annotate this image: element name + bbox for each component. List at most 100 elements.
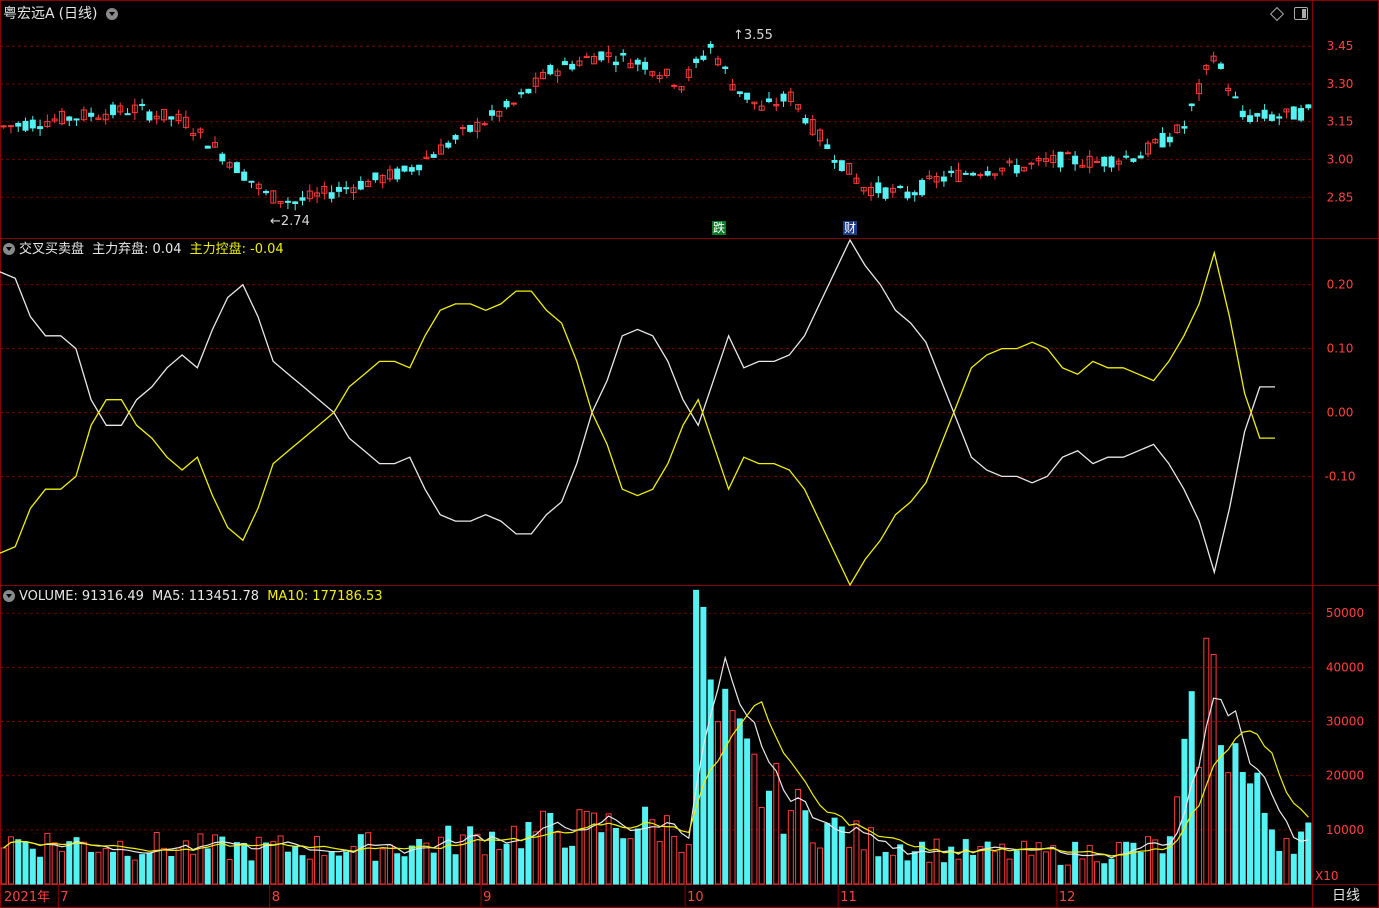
volume-bar bbox=[1188, 691, 1195, 885]
ma5-label: MA5: bbox=[152, 589, 185, 604]
volume-bar bbox=[919, 841, 926, 885]
candle-body bbox=[80, 109, 87, 121]
candle-body bbox=[357, 180, 364, 190]
volume-bar bbox=[991, 851, 998, 885]
event-tag-drop[interactable]: 跌 bbox=[712, 221, 727, 235]
candle-body bbox=[1188, 103, 1195, 107]
volume-bar bbox=[219, 836, 226, 885]
volume-bar bbox=[1290, 853, 1297, 885]
volume-bar bbox=[569, 845, 576, 885]
candle-body bbox=[306, 190, 313, 200]
volume-bar bbox=[1174, 796, 1181, 885]
volume-bar bbox=[663, 815, 670, 885]
candle-body bbox=[284, 200, 291, 203]
candle-body bbox=[1261, 109, 1268, 119]
volume-bar bbox=[1247, 783, 1254, 885]
candle-body bbox=[889, 187, 896, 193]
volume-bar bbox=[452, 854, 459, 885]
volume-bar bbox=[751, 753, 758, 885]
volume-bar bbox=[765, 790, 772, 885]
volume-bar bbox=[605, 813, 612, 885]
candle-body bbox=[474, 121, 481, 132]
candle-body bbox=[693, 58, 700, 63]
candle-body bbox=[868, 186, 875, 197]
candle-body bbox=[780, 93, 787, 102]
volume-bar bbox=[1305, 822, 1312, 885]
candle-body bbox=[459, 127, 466, 130]
candle-body bbox=[1130, 158, 1137, 162]
candle-body bbox=[1101, 156, 1108, 167]
volume-bar bbox=[423, 842, 430, 885]
candlestick-series bbox=[0, 40, 1312, 211]
candle-body bbox=[299, 197, 306, 201]
candle-body bbox=[1290, 106, 1297, 120]
candle-body bbox=[212, 142, 219, 148]
volume-bar bbox=[671, 835, 678, 885]
volume-bar bbox=[911, 851, 918, 885]
candle-body bbox=[95, 117, 102, 120]
candle-body bbox=[430, 154, 437, 158]
candle-body bbox=[161, 108, 167, 121]
volume-bar bbox=[263, 842, 270, 885]
volume-tick-label: 30000 bbox=[1326, 715, 1364, 729]
volume-bar bbox=[583, 810, 590, 885]
candle-body bbox=[1137, 155, 1144, 159]
volume-bar bbox=[510, 825, 517, 885]
volume-bar bbox=[962, 839, 969, 885]
volume-bar bbox=[1130, 842, 1137, 885]
candle-body bbox=[1217, 63, 1224, 69]
candle-body bbox=[1123, 155, 1130, 158]
volume-bar bbox=[15, 839, 22, 885]
volume-bar bbox=[780, 833, 787, 885]
candle-body bbox=[940, 176, 947, 182]
series1-label: 主力弃盘: bbox=[92, 242, 149, 257]
volume-bar bbox=[0, 847, 7, 885]
volume-bar bbox=[131, 859, 138, 885]
candle-body bbox=[124, 113, 131, 116]
candle-body bbox=[1298, 108, 1305, 121]
candle-body bbox=[37, 126, 44, 130]
volume-bar bbox=[197, 833, 204, 885]
candle-body bbox=[263, 190, 270, 194]
candle-body bbox=[962, 172, 969, 175]
candle-body bbox=[817, 129, 823, 142]
volume-bar bbox=[860, 849, 867, 885]
candle-body bbox=[1086, 155, 1093, 168]
candle-body bbox=[386, 169, 393, 180]
min-price-label: ←2.74 bbox=[270, 214, 310, 229]
chevron-down-icon[interactable] bbox=[105, 8, 118, 20]
candle-body bbox=[350, 187, 357, 194]
volume-bar bbox=[576, 809, 583, 885]
event-tag-finance[interactable]: 财 bbox=[843, 221, 858, 235]
series2-value: -0.04 bbox=[250, 242, 284, 257]
chevron-down-icon[interactable] bbox=[3, 590, 15, 602]
chevron-down-icon[interactable] bbox=[3, 243, 15, 255]
candle-body bbox=[824, 144, 831, 149]
candle-body bbox=[1108, 156, 1115, 168]
volume-bar bbox=[233, 842, 240, 885]
window-icon[interactable] bbox=[1294, 7, 1308, 20]
volume-label: VOLUME: bbox=[19, 589, 78, 604]
candle-body bbox=[765, 98, 772, 102]
candle-body bbox=[131, 104, 138, 114]
volume-bar bbox=[948, 846, 955, 885]
candle-body bbox=[882, 187, 889, 199]
candle-body bbox=[547, 65, 554, 75]
volume-bar bbox=[1261, 812, 1268, 885]
candle-body bbox=[1072, 155, 1079, 165]
volume-bar bbox=[693, 589, 700, 885]
volume-bar bbox=[1013, 850, 1020, 885]
volume-bar bbox=[882, 851, 889, 885]
candle-body bbox=[576, 60, 583, 66]
volume-bar bbox=[1232, 743, 1239, 885]
volume-bar bbox=[1086, 845, 1093, 885]
period-footer[interactable]: 日线 bbox=[1332, 888, 1360, 904]
x-tick-label: 9 bbox=[483, 890, 491, 905]
volume-bar bbox=[248, 860, 255, 885]
volume-bar bbox=[627, 838, 634, 885]
indicator-tick-label: -0.10 bbox=[1324, 469, 1355, 483]
candle-body bbox=[525, 88, 532, 94]
volume-bar bbox=[335, 855, 342, 885]
